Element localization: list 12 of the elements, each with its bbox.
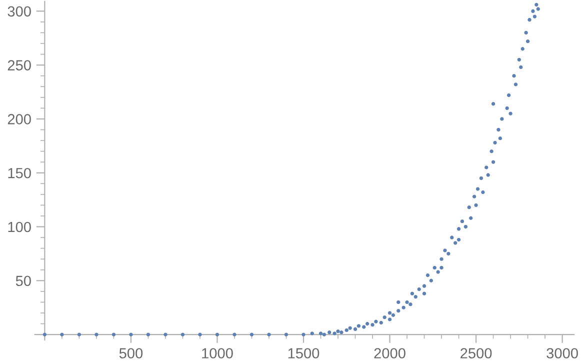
y-tick-label: 250 [8, 60, 31, 70]
x-tick-label: 500 [119, 348, 143, 358]
x-tick-label: 1000 [202, 348, 233, 358]
x-tick-label: 3000 [546, 348, 578, 358]
x-tick-label: 1500 [288, 348, 320, 358]
x-tick-label: 2000 [374, 348, 406, 358]
y-tick-label: 300 [8, 6, 31, 17]
x-tick-label: 2500 [460, 348, 492, 358]
y-tick-label: 100 [8, 222, 31, 232]
y-tick-label: 200 [8, 114, 31, 124]
y-tick-label: 150 [8, 168, 31, 178]
y-tick-label: 50 [16, 276, 31, 286]
